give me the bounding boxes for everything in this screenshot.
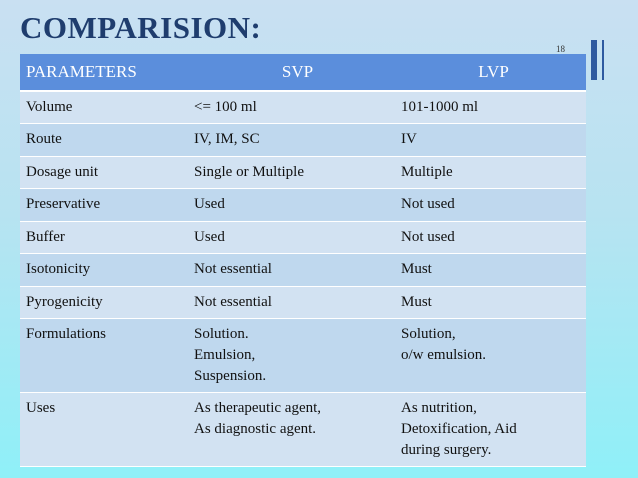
parameter-cell: Isotonicity [20, 253, 194, 287]
lvp-cell-line: 101-1000 ml [401, 99, 479, 115]
svp-cell-line: Suspension. [194, 368, 267, 384]
parameter-cell-line: Preservative [26, 196, 101, 212]
lvp-cell: Not used [401, 188, 586, 222]
table-row: Formulations Solution. Emulsion, Suspension… [20, 318, 586, 393]
lvp-cell-line: o/w emulsion. [401, 347, 486, 363]
parameter-cell-line: Pyrogenicity [26, 293, 103, 310]
lvp-cell-line: Solution, [401, 326, 456, 342]
svp-cell-line: As diagnostic agent. [194, 421, 317, 437]
lvp-cell-line: Must [401, 261, 432, 277]
svp-cell: Not essential [194, 253, 401, 287]
lvp-cell-line: Multiple [401, 163, 453, 180]
svp-cell-line: Single or Multiple [194, 163, 304, 180]
lvp-cell-line: Not used [401, 196, 455, 212]
parameter-cell: Pyrogenicity [20, 286, 194, 319]
parameter-cell: Formulations [20, 318, 194, 393]
svp-cell: As therapeutic agent, As diagnostic agent… [194, 392, 401, 467]
lvp-cell-line: Must [401, 293, 432, 310]
lvp-cell-line: IV [401, 131, 417, 147]
table-row: Route IV, IM, SC IV [20, 123, 586, 157]
header-parameters: PARAMETERS [20, 54, 194, 92]
lvp-cell: Solution, o/w emulsion. [401, 318, 586, 393]
svp-cell-line: IV, IM, SC [194, 131, 260, 147]
svp-cell-line: As therapeutic agent, [194, 400, 322, 416]
parameter-cell-line: Buffer [26, 228, 65, 245]
parameter-cell-line: Formulations [26, 326, 107, 342]
svp-cell-line: Emulsion, [194, 347, 256, 363]
parameter-cell: Uses [20, 392, 194, 467]
lvp-cell-line: As nutrition, [401, 400, 477, 416]
parameter-cell-line: Isotonicity [26, 261, 91, 277]
svp-cell: Used [194, 188, 401, 222]
lvp-cell: Must [401, 286, 586, 319]
svp-cell: IV, IM, SC [194, 123, 401, 157]
svp-cell-line: <= 100 ml [194, 99, 257, 115]
parameter-cell: Dosage unit [20, 156, 194, 189]
table-row: Isotonicity Not essential Must [20, 253, 586, 287]
table-header-row: PARAMETERS SVP LVP [20, 54, 586, 92]
slide-title: COMPARISION: [20, 10, 262, 45]
svp-cell-line: Used [194, 196, 225, 212]
header-svp: SVP [194, 54, 401, 92]
parameter-cell: Preservative [20, 188, 194, 222]
table-row: Pyrogenicity Not essential Must [20, 286, 586, 319]
svp-cell-line: Used [194, 228, 225, 245]
parameter-cell: Buffer [20, 221, 194, 254]
parameter-cell-line: Dosage unit [26, 163, 99, 180]
svp-cell: Solution. Emulsion, Suspension. [194, 318, 401, 393]
parameter-cell-line: Volume [26, 99, 73, 115]
lvp-cell-line: Not used [401, 228, 455, 245]
table-row: Dosage unit Single or Multiple Multiple [20, 156, 586, 189]
slide-number: 18 [556, 44, 565, 54]
lvp-cell: 101-1000 ml [401, 91, 586, 124]
parameter-cell: Volume [20, 91, 194, 124]
svp-cell-line: Solution. [194, 326, 249, 342]
svp-cell: <= 100 ml [194, 91, 401, 124]
parameter-cell-line: Uses [26, 400, 56, 416]
table-row: Preservative Used Not used [20, 188, 586, 222]
decorative-bar-thick [591, 40, 597, 80]
lvp-cell: As nutrition, Detoxification, Aid during s… [401, 392, 586, 467]
svp-cell: Not essential [194, 286, 401, 319]
lvp-cell: Must [401, 253, 586, 287]
svp-cell: Used [194, 221, 401, 254]
comparison-table: PARAMETERS SVP LVP Volume <= 100 ml 101-10… [20, 54, 586, 467]
svp-cell-line: Not essential [194, 293, 272, 310]
table-body: Volume <= 100 ml 101-1000 ml Route IV, IM, S… [20, 91, 586, 467]
lvp-cell-line: Detoxification, Aid [401, 421, 517, 437]
lvp-cell: Not used [401, 221, 586, 254]
svp-cell: Single or Multiple [194, 156, 401, 189]
parameter-cell: Route [20, 123, 194, 157]
decorative-bar-thin [602, 40, 604, 80]
table-row: Volume <= 100 ml 101-1000 ml [20, 91, 586, 124]
parameter-cell-line: Route [26, 131, 62, 147]
lvp-cell: IV [401, 123, 586, 157]
table-row: Buffer Used Not used [20, 221, 586, 254]
lvp-cell: Multiple [401, 156, 586, 189]
header-lvp: LVP [401, 54, 586, 92]
lvp-cell-line: during surgery. [401, 442, 492, 458]
table-row: Uses As therapeutic agent, As diagnostic a… [20, 392, 586, 467]
svp-cell-line: Not essential [194, 261, 272, 277]
